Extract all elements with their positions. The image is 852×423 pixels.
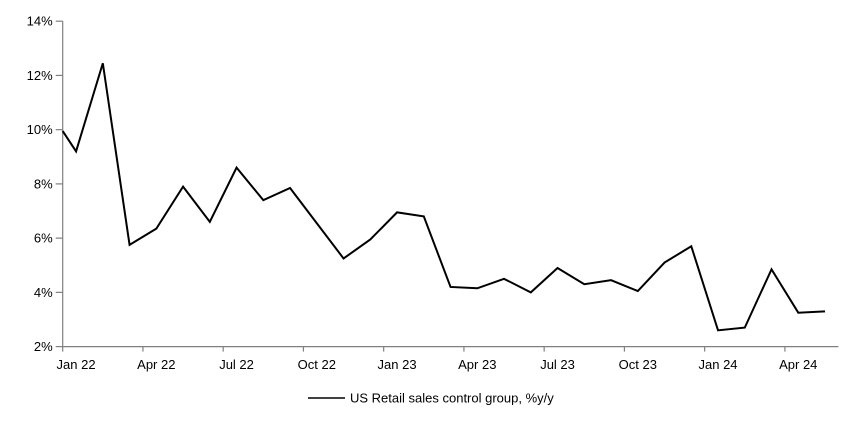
legend: US Retail sales control group, %y/y	[308, 391, 554, 406]
x-tick-label: Apr 22	[137, 357, 175, 372]
x-tick-label: Oct 23	[619, 357, 657, 372]
y-tick-label: 2%	[34, 339, 53, 354]
x-tick-label: Jan 22	[57, 357, 96, 372]
x-tick-label: Jul 22	[219, 357, 254, 372]
x-tick-label: Jul 23	[540, 357, 575, 372]
x-tick-label: Apr 24	[779, 357, 817, 372]
y-tick-label: 4%	[34, 285, 53, 300]
y-tick-label: 8%	[34, 176, 53, 191]
y-tick-label: 12%	[27, 68, 53, 83]
series-line	[61, 62, 826, 332]
x-tick-label: Apr 23	[458, 357, 496, 372]
y-tick-label: 6%	[34, 231, 53, 246]
x-tick-label: Jan 23	[378, 357, 417, 372]
y-tick-label: 14%	[27, 14, 53, 29]
legend-label: US Retail sales control group, %y/y	[350, 391, 554, 406]
y-tick-label: 10%	[27, 122, 53, 137]
x-tick-label: Oct 22	[298, 357, 336, 372]
plot-area: 2% 4% 6% 8% 10% 12% 14% Jan 22 Apr 22 Jul 22 Oct 2…	[27, 14, 839, 372]
x-tick-label: Jan 24	[699, 357, 738, 372]
